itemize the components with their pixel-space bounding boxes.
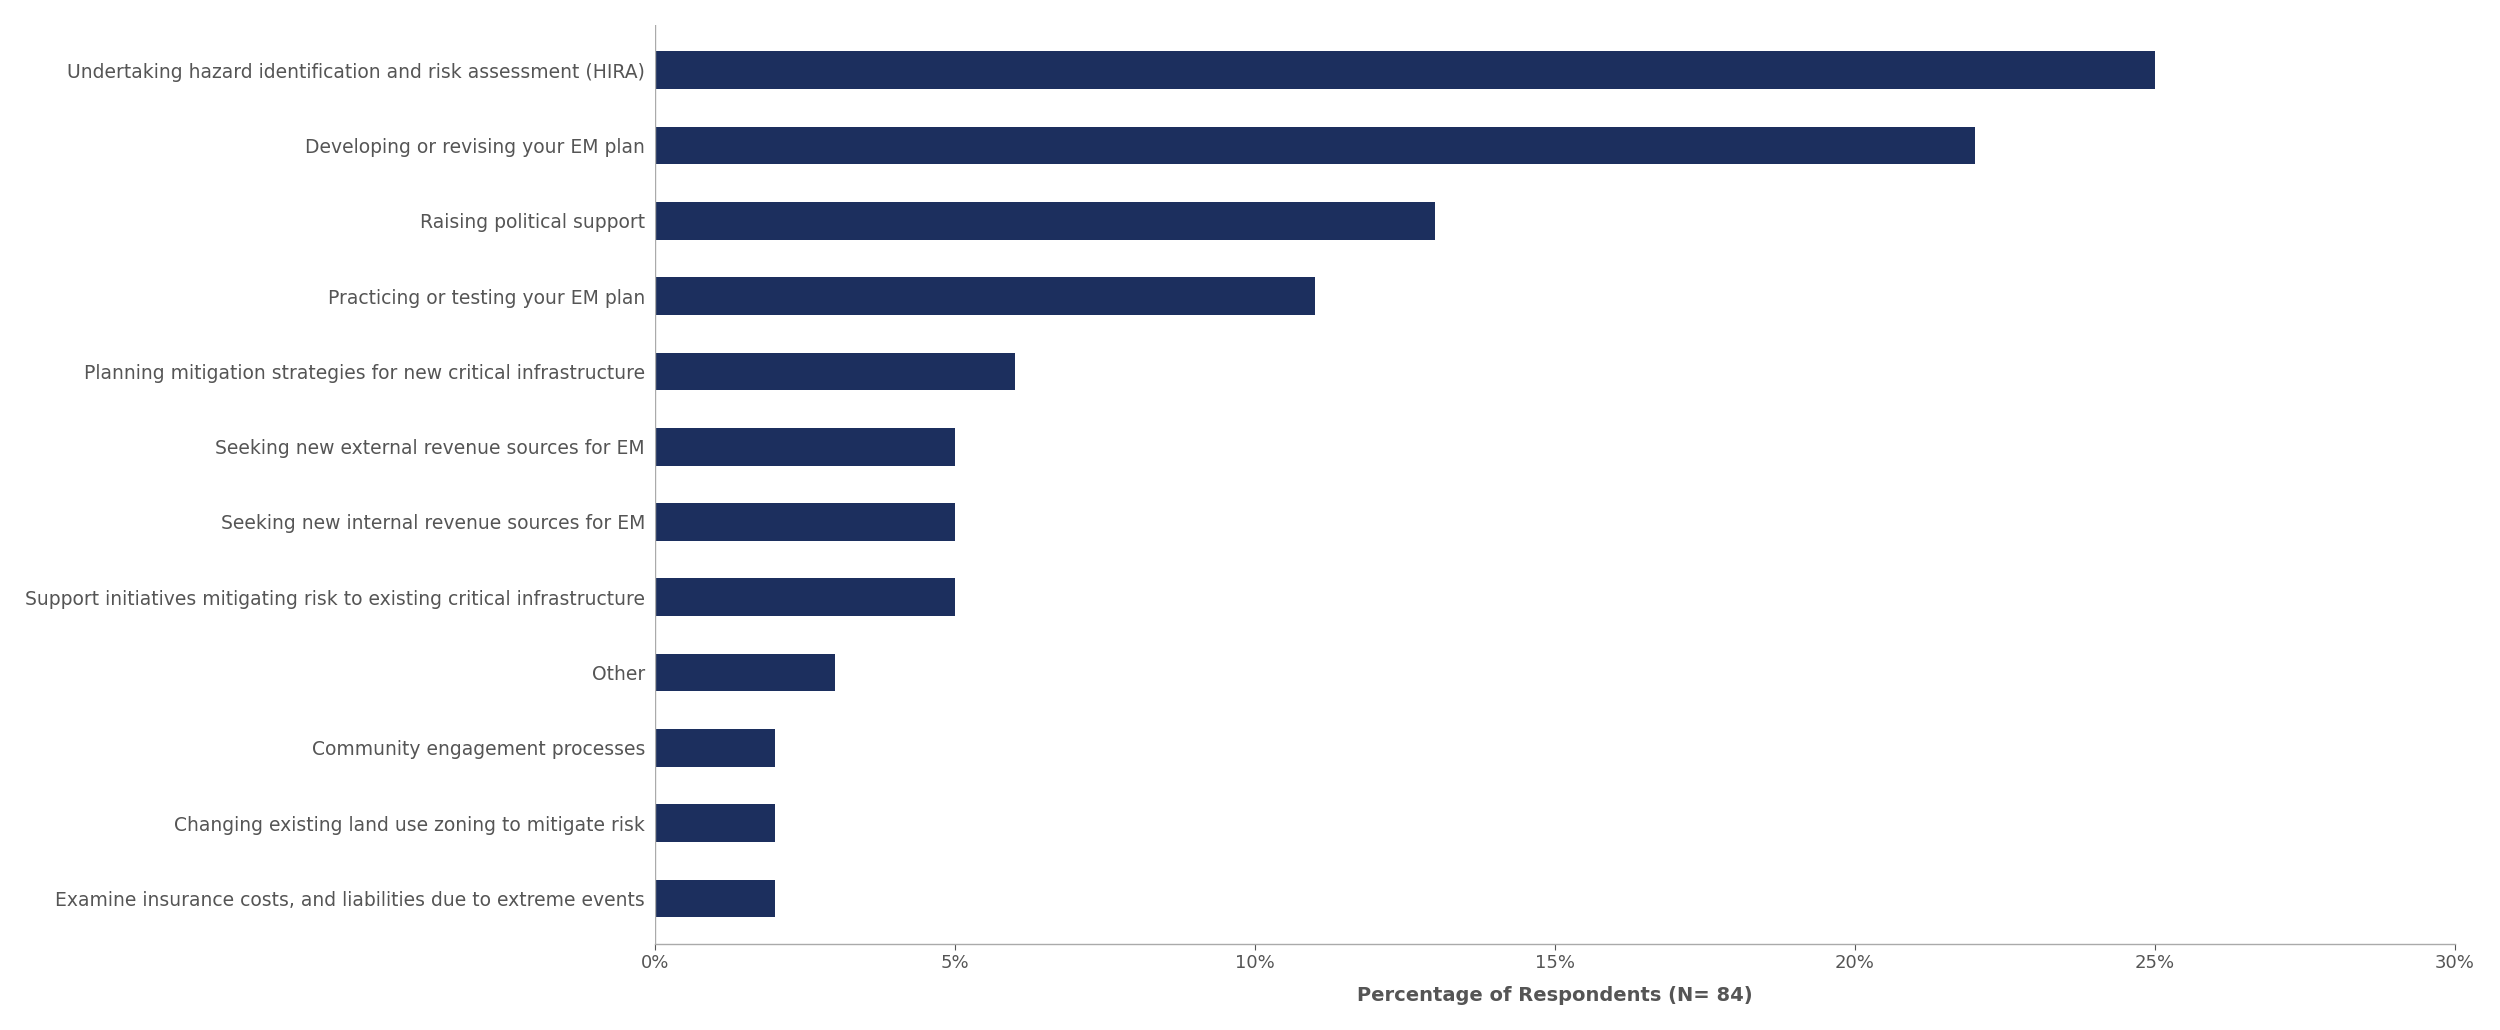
Bar (655, 504, 955, 541)
Bar (655, 427, 955, 466)
Bar (655, 127, 1975, 165)
Bar (655, 579, 955, 616)
Bar (655, 654, 835, 691)
Bar (655, 277, 1315, 315)
Bar (655, 880, 775, 918)
Bar (655, 202, 1435, 240)
Bar (655, 729, 775, 766)
Bar (655, 804, 775, 843)
Bar (655, 352, 1015, 390)
X-axis label: Percentage of Respondents (N= 84): Percentage of Respondents (N= 84) (1358, 986, 1752, 1005)
Bar (655, 52, 2155, 89)
